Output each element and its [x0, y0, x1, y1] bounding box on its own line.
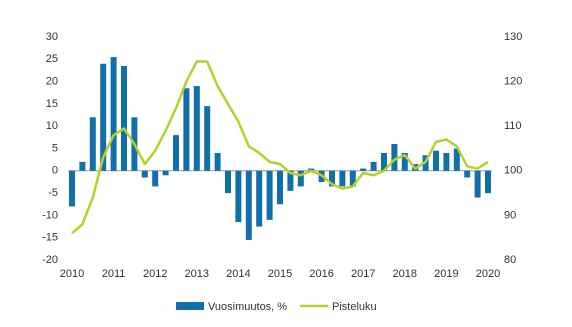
- y-tick-label: 20: [46, 76, 58, 88]
- bar: [443, 152, 450, 171]
- y-tick-label: -5: [48, 187, 58, 199]
- bar: [266, 170, 273, 220]
- bar: [287, 170, 294, 191]
- bar: [183, 88, 190, 171]
- x-tick-label: 2010: [60, 268, 84, 280]
- y2-tick-label: 110: [504, 120, 522, 132]
- bar: [152, 170, 159, 187]
- bar: [401, 152, 408, 171]
- bar: [256, 170, 263, 227]
- line: [71, 60, 489, 235]
- x-tick-label: 2015: [268, 268, 292, 280]
- bar: [100, 63, 107, 171]
- bar: [474, 170, 481, 198]
- bar: [245, 170, 252, 240]
- bar: [204, 106, 211, 171]
- y-tick-label: 25: [46, 53, 58, 65]
- bar: [453, 148, 460, 171]
- bar: [110, 57, 117, 171]
- bar: [370, 161, 377, 171]
- x-tick-label: 2014: [226, 268, 250, 280]
- y2-tick-label: 100: [504, 165, 522, 177]
- bar: [433, 150, 439, 171]
- bar: [225, 170, 231, 194]
- bar: [69, 170, 75, 207]
- y-tick-label: -15: [42, 232, 58, 244]
- x-tick-label: 2019: [434, 268, 458, 280]
- x-tick-label: 2018: [393, 268, 417, 280]
- bar: [277, 170, 283, 205]
- y2-tick-label: 120: [504, 76, 522, 88]
- bar: [173, 135, 179, 171]
- bar: [235, 170, 242, 223]
- legend-label: Vuosimuutos, %: [208, 301, 287, 313]
- bar: [193, 86, 200, 171]
- bar: [121, 65, 127, 171]
- y-tick-label: 15: [46, 98, 58, 110]
- x-tick-label: 2012: [143, 268, 167, 280]
- bar: [141, 170, 148, 178]
- y-tick-label: 10: [46, 120, 58, 132]
- y-tick-label: 5: [52, 142, 58, 154]
- bar: [89, 117, 96, 171]
- legend-swatch: [176, 302, 204, 310]
- x-tick-label: 2020: [476, 268, 500, 280]
- bar: [214, 152, 221, 171]
- x-tick-label: 2016: [309, 268, 333, 280]
- y2-tick-label: 130: [504, 31, 522, 43]
- y-tick-label: -10: [42, 209, 58, 221]
- bar: [464, 170, 471, 178]
- bar: [339, 170, 346, 187]
- bar: [381, 152, 387, 171]
- bar: [329, 170, 335, 187]
- x-tick-label: 2017: [351, 268, 375, 280]
- bar: [360, 168, 367, 171]
- y-tick-label: -20: [42, 254, 58, 266]
- legend-label: Pisteluku: [332, 301, 377, 313]
- x-tick-label: 2011: [102, 268, 126, 280]
- bar: [485, 170, 491, 194]
- y-tick-label: 0: [52, 165, 58, 177]
- bar: [79, 161, 86, 171]
- bar: [391, 144, 398, 171]
- x-tick-label: 2013: [185, 268, 209, 280]
- y2-tick-label: 80: [504, 254, 516, 266]
- y2-tick-label: 90: [504, 209, 516, 221]
- bar: [297, 170, 304, 187]
- bar: [162, 170, 169, 176]
- y-tick-label: 30: [46, 31, 58, 43]
- bar: [349, 170, 356, 187]
